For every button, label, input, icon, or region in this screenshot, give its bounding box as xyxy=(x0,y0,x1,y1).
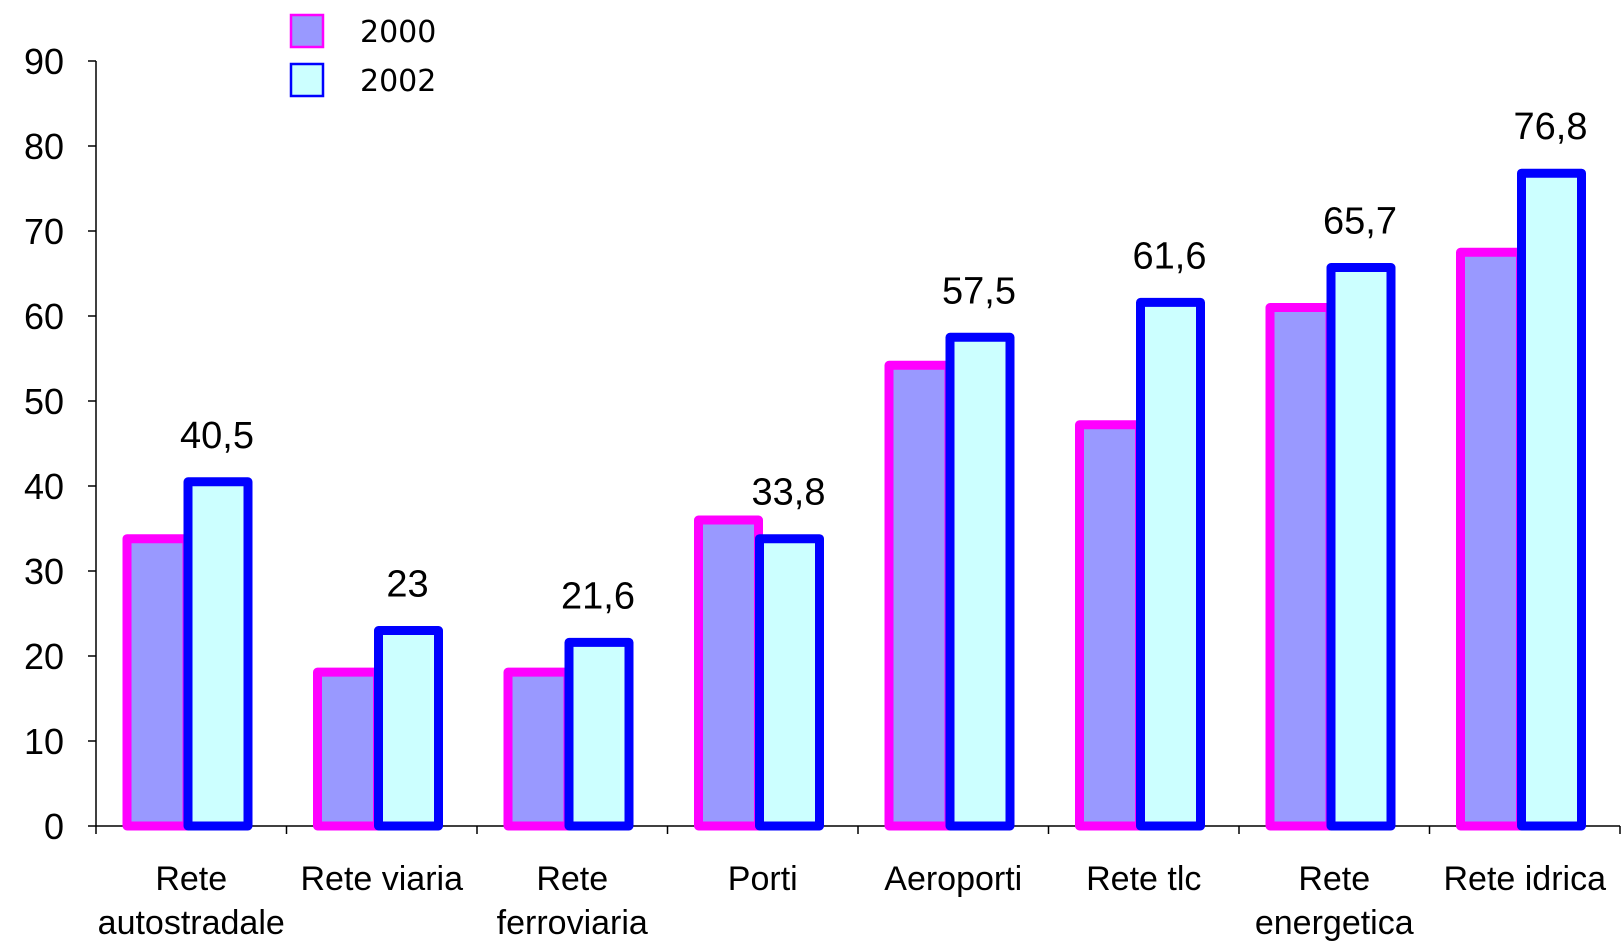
data-label: 23 xyxy=(386,564,428,606)
category-label: autostradale xyxy=(98,904,285,942)
y-tick-label: 70 xyxy=(24,211,64,252)
bar-2000 xyxy=(1265,303,1335,831)
bar-2002 xyxy=(945,332,1015,831)
data-label: 40,5 xyxy=(180,415,254,457)
data-label: 21,6 xyxy=(561,575,635,617)
bar-2000 xyxy=(313,667,382,831)
bar-2000 xyxy=(1075,420,1144,831)
legend-label: 2000 xyxy=(360,15,436,50)
legend-label: 2002 xyxy=(360,64,436,99)
bar-2000 xyxy=(503,667,573,831)
y-tick-label: 60 xyxy=(24,296,64,337)
y-tick-label: 80 xyxy=(24,126,64,167)
bar-2002 xyxy=(1517,168,1586,831)
data-label: 57,5 xyxy=(942,270,1016,312)
category-label: Porti xyxy=(728,860,798,898)
category-label: Rete idrica xyxy=(1443,860,1606,898)
bar-2000 xyxy=(1456,247,1525,831)
y-tick-label: 90 xyxy=(24,41,64,82)
chart-bars xyxy=(122,168,1586,831)
bar-2002 xyxy=(1326,263,1396,831)
category-label: ferroviaria xyxy=(497,904,648,942)
y-tick-label: 0 xyxy=(44,806,64,847)
bar-2002 xyxy=(1136,297,1205,831)
data-label: 65,7 xyxy=(1323,201,1397,243)
chart-legend: 2000 2002 xyxy=(289,13,436,99)
data-label: 33,8 xyxy=(752,472,826,514)
y-tick-label: 50 xyxy=(24,381,64,422)
category-label: Rete tlc xyxy=(1086,860,1201,898)
category-label: Rete xyxy=(155,860,227,898)
y-tick-label: 40 xyxy=(24,466,64,507)
bar-2000 xyxy=(694,515,763,831)
y-tick-label: 10 xyxy=(24,721,64,762)
bar-2000 xyxy=(884,360,954,831)
bar-2002 xyxy=(755,534,824,831)
legend-swatch-2002 xyxy=(289,62,325,98)
y-tick-label: 20 xyxy=(24,636,64,677)
category-label: Rete xyxy=(536,860,608,898)
category-label: energetica xyxy=(1255,904,1414,942)
bar-2000 xyxy=(122,534,192,831)
bar-2002 xyxy=(374,626,443,831)
data-label: 76,8 xyxy=(1514,106,1588,148)
category-label: Aeroporti xyxy=(884,860,1022,898)
legend-swatch-2000 xyxy=(289,13,325,49)
category-label: Rete xyxy=(1298,860,1370,898)
bar-2002 xyxy=(183,477,253,831)
category-label: Rete viaria xyxy=(300,860,463,898)
y-tick-label: 30 xyxy=(24,551,64,592)
data-label: 61,6 xyxy=(1133,235,1207,277)
chart-labels: 40,5 Rete autostradale 23 Rete viaria 21,6 Ret… xyxy=(98,106,1606,942)
chart-axes: 0 10 20 30 40 50 60 70 80 90 xyxy=(24,41,1621,847)
bar-2002 xyxy=(564,637,634,831)
